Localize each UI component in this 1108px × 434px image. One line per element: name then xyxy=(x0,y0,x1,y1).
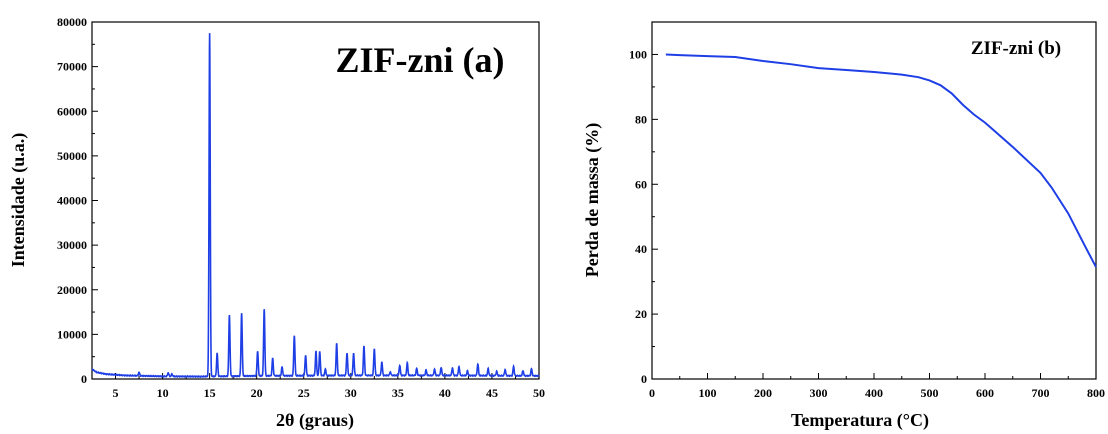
xrd-y-tick-label: 10000 xyxy=(57,327,87,341)
tga-series-line xyxy=(665,53,1097,268)
xrd-x-tick-label: 15 xyxy=(204,386,216,400)
tga-y-tick-label: 80 xyxy=(635,112,647,126)
xrd-y-tick-label: 0 xyxy=(81,372,87,386)
tga-x-tick-label: 500 xyxy=(921,386,939,400)
tga-plot-frame xyxy=(651,21,1097,380)
xrd-y-axis-label: Intensidade (u.a.) xyxy=(8,133,29,268)
xrd-y-tick-label: 30000 xyxy=(57,238,87,252)
tga-x-tick-label: 600 xyxy=(976,386,994,400)
tga-x-tick-label: 400 xyxy=(865,386,883,400)
tga-x-tick-label: 100 xyxy=(699,386,717,400)
xrd-x-tick-label: 5 xyxy=(113,386,119,400)
xrd-y-tick-label: 70000 xyxy=(57,60,87,74)
xrd-y-tick-label: 20000 xyxy=(57,283,87,297)
xrd-x-tick-label: 20 xyxy=(251,386,263,400)
tga-x-tick-label: 0 xyxy=(649,386,655,400)
xrd-y-tick-label: 40000 xyxy=(57,194,87,208)
xrd-x-tick-label: 30 xyxy=(345,386,357,400)
xrd-chart-title: ZIF-zni (a) xyxy=(336,40,505,80)
xrd-x-tick-label: 50 xyxy=(533,386,545,400)
tga-y-tick-label: 20 xyxy=(635,307,647,321)
tga-axis-ticks: 0 100 200 300 400 500 600 700 800 0 20 40 60 80 100 xyxy=(629,47,1105,400)
xrd-x-tick-label: 35 xyxy=(392,386,404,400)
xrd-series-line xyxy=(91,33,540,379)
tga-y-tick-label: 60 xyxy=(635,177,647,191)
tga-x-tick-label: 200 xyxy=(754,386,772,400)
xrd-x-tick-label: 40 xyxy=(439,386,451,400)
xrd-panel: 5 10 15 20 25 30 35 40 45 50 0 10000 20000 30000 40000… xyxy=(8,15,545,431)
tga-x-tick-label: 700 xyxy=(1032,386,1050,400)
xrd-y-tick-label: 50000 xyxy=(57,149,87,163)
tga-y-tick-label: 40 xyxy=(635,242,647,256)
tga-x-tick-label: 800 xyxy=(1087,386,1105,400)
xrd-y-tick-label: 60000 xyxy=(57,104,87,118)
tga-y-axis-label: Perda de massa (%) xyxy=(582,123,603,277)
tga-panel: 0 100 200 300 400 500 600 700 800 0 20 40 60 80 100 ZI… xyxy=(582,21,1105,431)
xrd-x-tick-label: 45 xyxy=(486,386,498,400)
tga-chart-title: ZIF-zni (b) xyxy=(971,38,1061,59)
tga-x-axis-label: Temperatura (°C) xyxy=(791,410,929,431)
xrd-y-tick-label: 80000 xyxy=(57,15,87,29)
xrd-x-tick-label: 10 xyxy=(157,386,169,400)
tga-y-tick-label: 0 xyxy=(641,372,647,386)
xrd-x-tick-label: 25 xyxy=(298,386,310,400)
xrd-x-axis-label: 2θ (graus) xyxy=(276,410,354,431)
tga-x-tick-label: 300 xyxy=(810,386,828,400)
tga-y-tick-label: 100 xyxy=(629,47,647,61)
